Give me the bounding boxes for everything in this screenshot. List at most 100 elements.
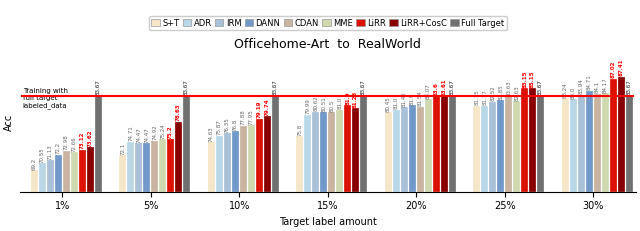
Bar xyxy=(570,99,577,191)
Text: 74.47: 74.47 xyxy=(144,127,149,143)
Text: 83.67: 83.67 xyxy=(95,80,100,95)
Bar xyxy=(31,170,38,191)
Bar xyxy=(336,110,343,191)
Text: 80.51: 80.51 xyxy=(321,96,326,112)
Bar xyxy=(216,136,223,191)
Bar xyxy=(79,150,86,191)
Bar xyxy=(490,102,497,191)
Text: 83.67: 83.67 xyxy=(273,80,278,95)
Bar xyxy=(602,93,609,191)
Text: 72.2: 72.2 xyxy=(56,142,61,154)
Text: 80.45: 80.45 xyxy=(386,96,391,112)
Text: 83.67: 83.67 xyxy=(449,80,454,95)
Text: 79.19: 79.19 xyxy=(257,101,262,119)
Bar xyxy=(312,112,319,191)
Text: Training with
full target
labeled_data: Training with full target labeled_data xyxy=(23,88,68,109)
Text: 83.67: 83.67 xyxy=(449,80,454,95)
Bar xyxy=(562,98,569,191)
Text: 82.85: 82.85 xyxy=(499,84,503,100)
Text: 73.12: 73.12 xyxy=(79,132,84,149)
Bar xyxy=(167,139,174,191)
Y-axis label: Acc: Acc xyxy=(4,114,14,131)
Text: 83.67: 83.67 xyxy=(361,80,366,95)
Text: 85.15: 85.15 xyxy=(522,70,527,88)
Bar xyxy=(425,99,432,191)
Bar xyxy=(497,100,504,191)
Bar xyxy=(625,96,632,191)
Bar xyxy=(208,142,215,191)
Bar xyxy=(352,109,359,191)
Text: 79.74: 79.74 xyxy=(264,98,269,116)
Bar xyxy=(240,126,247,191)
Text: 81.23: 81.23 xyxy=(353,91,358,108)
X-axis label: Target label amount: Target label amount xyxy=(279,217,377,227)
Text: 80.5: 80.5 xyxy=(329,100,334,112)
Bar xyxy=(47,160,54,191)
Bar xyxy=(183,96,190,191)
Text: 72.66: 72.66 xyxy=(72,136,77,152)
Bar xyxy=(521,88,528,191)
Text: 70.55: 70.55 xyxy=(40,147,45,163)
Bar xyxy=(151,141,158,191)
Bar xyxy=(328,112,335,191)
Text: 84.17: 84.17 xyxy=(603,77,608,93)
Text: 82.52: 82.52 xyxy=(490,86,495,101)
Bar xyxy=(305,115,312,191)
Text: 76.35: 76.35 xyxy=(225,117,230,133)
Bar xyxy=(481,106,488,191)
Bar xyxy=(433,96,440,191)
Text: 76.8: 76.8 xyxy=(233,119,238,131)
Bar xyxy=(360,96,367,191)
Text: 81.0: 81.0 xyxy=(394,97,399,109)
Text: 78.63: 78.63 xyxy=(176,104,181,121)
Text: 84.71: 84.71 xyxy=(587,74,592,90)
Text: 81.75: 81.75 xyxy=(474,90,479,105)
Text: 77.95: 77.95 xyxy=(249,109,253,125)
Text: 83.67: 83.67 xyxy=(95,80,100,95)
Bar xyxy=(417,107,424,191)
Text: 81.45: 81.45 xyxy=(402,91,407,107)
Bar xyxy=(578,95,585,191)
Title: Officehome-Art  to  RealWorld: Officehome-Art to RealWorld xyxy=(234,38,421,51)
Bar xyxy=(296,136,303,191)
Text: 75.2: 75.2 xyxy=(168,125,173,139)
Bar xyxy=(537,96,544,191)
Bar xyxy=(248,125,255,191)
Bar xyxy=(70,152,77,191)
Text: 81.9: 81.9 xyxy=(410,92,415,105)
Text: 83.67: 83.67 xyxy=(184,80,189,95)
Bar xyxy=(39,163,46,191)
Text: 83.0: 83.0 xyxy=(571,87,576,99)
Bar xyxy=(513,101,520,191)
Bar xyxy=(401,107,408,191)
Text: 75.8: 75.8 xyxy=(298,124,303,136)
Text: 75.24: 75.24 xyxy=(160,123,165,139)
Bar xyxy=(63,151,70,191)
Bar xyxy=(264,116,271,191)
Text: 83.07: 83.07 xyxy=(426,83,431,99)
Bar xyxy=(393,110,400,191)
Bar xyxy=(449,96,456,191)
Bar xyxy=(224,134,231,191)
Text: 83.61: 83.61 xyxy=(442,78,447,96)
Text: 83.67: 83.67 xyxy=(273,80,278,95)
Bar xyxy=(255,119,262,191)
Text: 83.67: 83.67 xyxy=(184,80,189,95)
Text: 81.0: 81.0 xyxy=(337,97,342,109)
Text: 81.54: 81.54 xyxy=(418,91,423,106)
Text: 74.92: 74.92 xyxy=(152,125,157,140)
Bar xyxy=(55,155,62,191)
Bar xyxy=(95,96,102,191)
Text: 71.13: 71.13 xyxy=(48,144,53,160)
Bar xyxy=(86,147,93,191)
Text: 74.71: 74.71 xyxy=(129,126,133,141)
Text: 83.6: 83.6 xyxy=(434,82,438,96)
Legend: S+T, ADR, IRM, DANN, CDAN, MME, LiRR, LiRR+CosC, Full Target: S+T, ADR, IRM, DANN, CDAN, MME, LiRR, Li… xyxy=(149,16,507,30)
Bar xyxy=(320,112,327,191)
Text: 80.62: 80.62 xyxy=(314,95,318,111)
Bar xyxy=(440,96,447,191)
Bar xyxy=(594,94,601,191)
Text: 81.9: 81.9 xyxy=(345,91,350,105)
Bar xyxy=(232,131,239,191)
Text: 83.67: 83.67 xyxy=(627,80,632,95)
